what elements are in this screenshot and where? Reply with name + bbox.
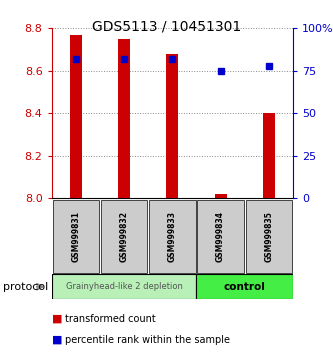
Bar: [53, 200, 99, 273]
Text: protocol: protocol: [3, 282, 49, 292]
Text: GSM999834: GSM999834: [216, 211, 225, 262]
Text: percentile rank within the sample: percentile rank within the sample: [65, 335, 230, 345]
Text: GSM999833: GSM999833: [168, 211, 177, 262]
Bar: [263, 113, 275, 198]
Bar: [197, 200, 244, 273]
Bar: [214, 194, 227, 198]
Text: GDS5113 / 10451301: GDS5113 / 10451301: [92, 19, 241, 34]
Bar: [70, 35, 82, 198]
Text: ■: ■: [52, 335, 62, 345]
Bar: [196, 274, 293, 299]
Text: transformed count: transformed count: [65, 314, 156, 324]
Text: GSM999831: GSM999831: [71, 211, 80, 262]
Bar: [52, 274, 196, 299]
Bar: [101, 200, 147, 273]
Bar: [149, 200, 195, 273]
Text: GSM999835: GSM999835: [264, 211, 273, 262]
Bar: [246, 200, 292, 273]
Bar: [118, 39, 130, 198]
Text: control: control: [224, 282, 266, 292]
Text: Grainyhead-like 2 depletion: Grainyhead-like 2 depletion: [66, 282, 182, 291]
Text: ■: ■: [52, 314, 62, 324]
Bar: [166, 54, 178, 198]
Text: GSM999832: GSM999832: [120, 211, 129, 262]
